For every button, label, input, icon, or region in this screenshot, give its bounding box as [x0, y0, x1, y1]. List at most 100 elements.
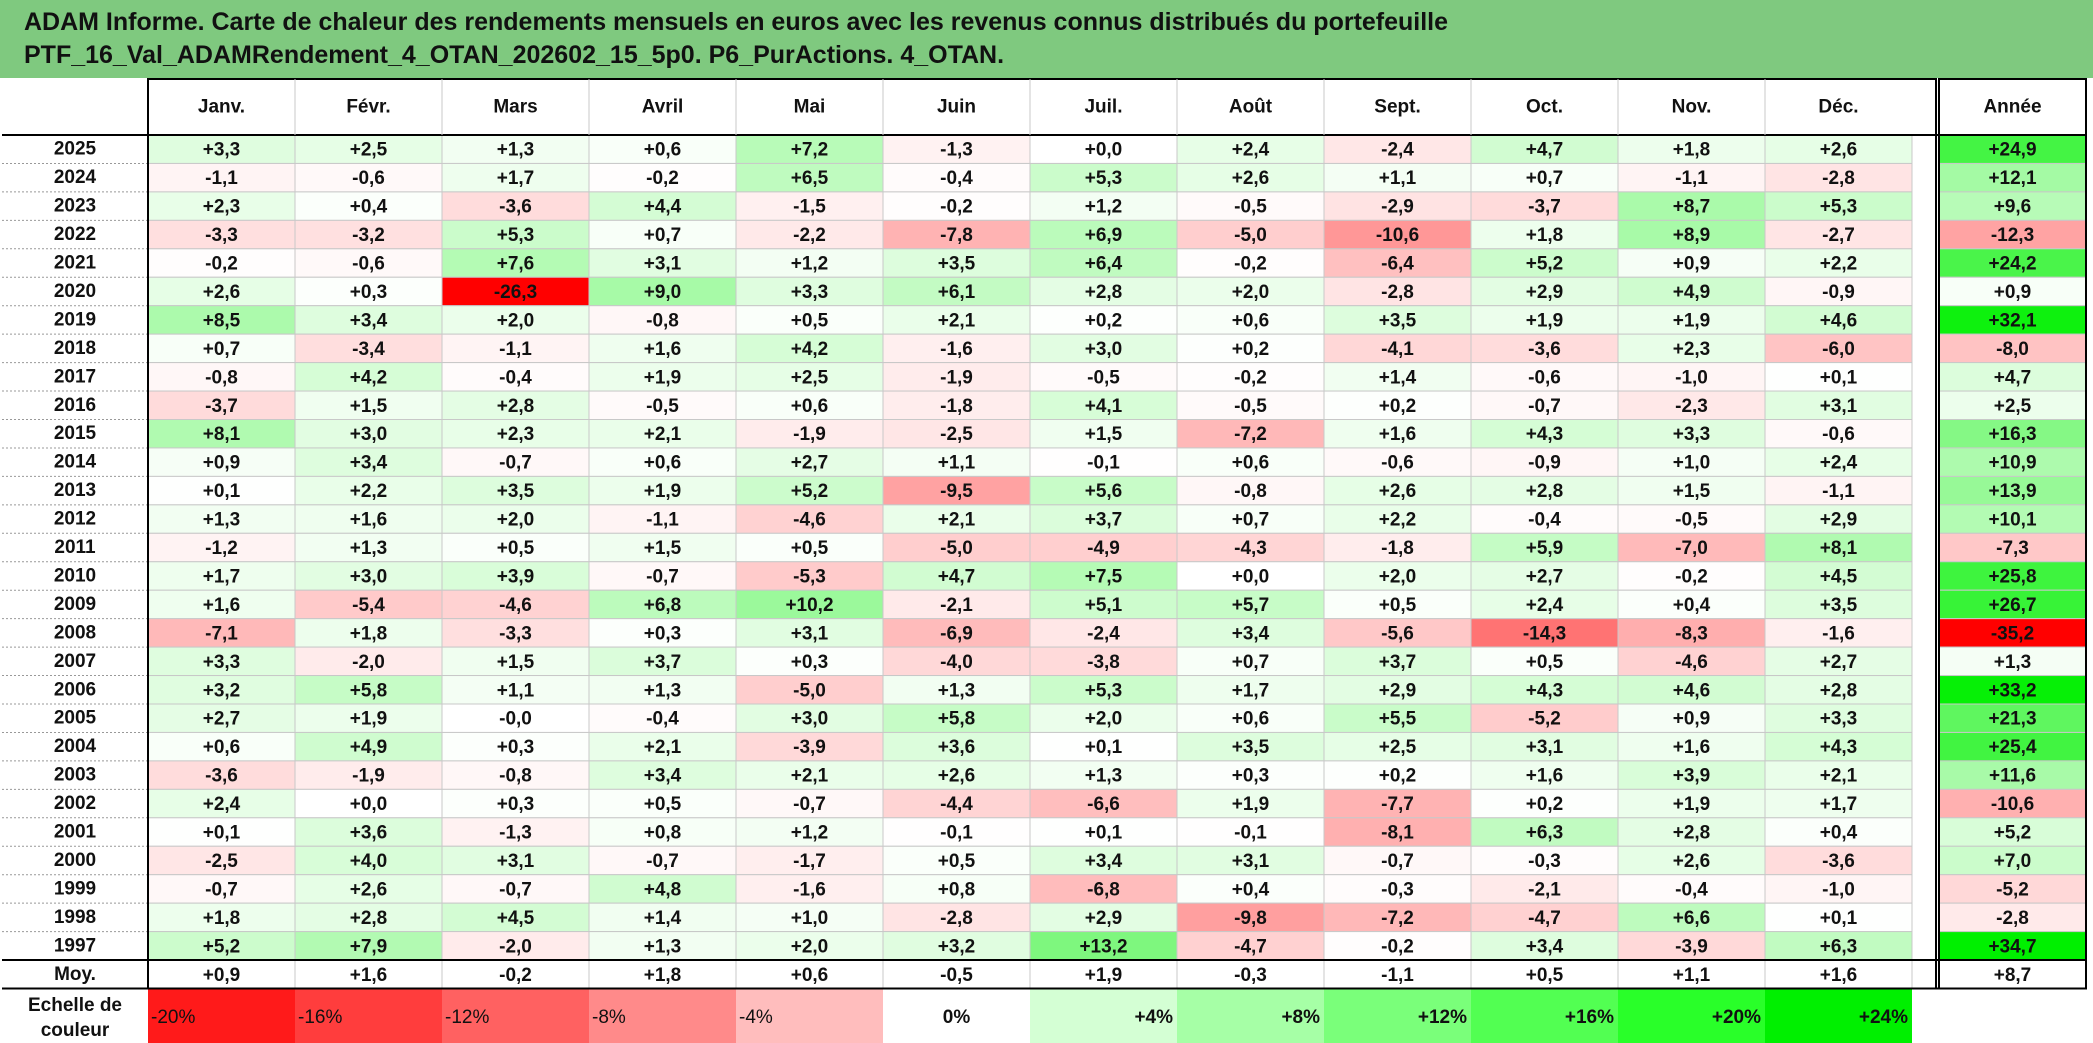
heat-cell-value: -14,3: [1523, 623, 1566, 644]
heat-cell-value: -2,7: [1822, 225, 1855, 246]
heat-cell-value: +3,0: [1085, 339, 1123, 360]
heat-cell-value: +2,1: [644, 737, 682, 758]
row-label: 2010: [54, 565, 96, 586]
heat-cell-value: +6,9: [1085, 225, 1123, 246]
heat-cell-value: -7,2: [1381, 908, 1414, 929]
year-row-2021: 2021 -0,2 -0,6 +7,6 +3,1 +1,2 +3,5 +6,4 -0,2 -6,4…: [2, 249, 2086, 277]
heat-cell-value: -4,4: [940, 794, 973, 815]
heat-cell-value: +0,7: [203, 339, 241, 360]
heat-cell-value: +1,9: [644, 481, 682, 502]
heat-cell-value: -0,7: [499, 453, 532, 474]
heat-cell-value: +1,9: [1526, 310, 1564, 331]
heat-cell-value: +1,7: [203, 566, 241, 587]
heat-cell-value: +2,3: [1673, 339, 1711, 360]
heat-cell-value: +2,3: [497, 424, 535, 445]
row-label: 1997: [54, 935, 96, 956]
heat-cell-value: -4,7: [1528, 908, 1561, 929]
color-scale-stop-label: +12%: [1418, 1007, 1467, 1028]
heat-cell-value: -1,1: [1822, 481, 1855, 502]
heat-cell-value: -2,5: [205, 851, 238, 872]
heat-cell-value: +0,5: [938, 851, 976, 872]
heat-cell-value: +3,6: [350, 823, 388, 844]
annual-cell-value: +1,3: [1994, 652, 2032, 673]
heat-cell-value: +2,5: [1379, 737, 1417, 758]
heat-cell-value: +2,4: [1526, 595, 1564, 616]
heat-cell-value: +1,4: [1379, 367, 1417, 388]
heat-cell-value: +0,0: [1232, 566, 1270, 587]
heat-cell-value: -0,7: [646, 851, 679, 872]
heat-cell-value: +3,5: [938, 254, 976, 275]
heat-cell-value: -5,6: [1381, 623, 1414, 644]
heat-cell-value: -4,7: [1234, 936, 1267, 957]
heat-cell-value: -26,3: [494, 282, 537, 303]
heat-cell-value: -0,9: [1528, 453, 1561, 474]
heat-cell-value: -0,7: [1528, 396, 1561, 417]
heat-cell-value: +3,1: [1232, 851, 1270, 872]
heat-cell-value: +3,3: [203, 140, 241, 161]
column-header-8: Août: [1229, 97, 1273, 118]
column-header-10: Oct.: [1526, 97, 1563, 118]
row-label: 2022: [54, 224, 96, 245]
annual-cell-value: +2,5: [1994, 396, 2032, 417]
heat-cell-value: +4,7: [938, 566, 976, 587]
row-label: 2018: [54, 338, 96, 359]
heat-cell-value: -3,6: [499, 197, 532, 218]
heat-cell-value: +2,7: [1526, 566, 1564, 587]
year-row-1998: 1998 +1,8 +2,8 +4,5 +1,4 +1,0 -2,8 +2,9 -9,8 -7,2…: [2, 903, 2086, 931]
heat-cell-value: +0,6: [644, 453, 682, 474]
heat-cell-value: +0,3: [644, 623, 682, 644]
heat-cell-value: -4,0: [940, 652, 973, 673]
heat-cell-value: -0,5: [1234, 197, 1267, 218]
average-row: Moy. +0,9 +1,6 -0,2 +1,8 +0,6 -0,5 +1,9 -0,3 -1,1…: [2, 960, 2086, 988]
year-row-2012: 2012 +1,3 +1,6 +2,0 -1,1 -4,6 +2,1 +3,7 +0,7 +2,2…: [2, 505, 2086, 533]
heat-cell-value: +3,9: [497, 566, 535, 587]
heat-cell-value: +3,4: [350, 453, 388, 474]
annual-cell-value: +26,7: [1988, 595, 2036, 616]
annual-cell-value: -35,2: [1991, 623, 2034, 644]
annual-cell-value: +25,8: [1988, 566, 2036, 587]
heat-cell-value: +4,1: [1085, 396, 1123, 417]
heat-cell-value: +0,7: [1232, 510, 1270, 531]
heat-cell-value: -8,3: [1675, 623, 1708, 644]
row-label: 2024: [54, 167, 97, 188]
heat-cell-value: -2,1: [940, 595, 973, 616]
heat-cell-value: +0,1: [1085, 823, 1123, 844]
heat-cell-value: +1,1: [938, 453, 976, 474]
heat-cell-value: +6,3: [1820, 936, 1858, 957]
heat-cell-value: +4,2: [350, 367, 388, 388]
heat-cell-value: +1,2: [1085, 197, 1123, 218]
row-label: 2004: [54, 736, 97, 757]
heat-cell-value: -6,6: [1087, 794, 1120, 815]
year-row-2001: 2001 +0,1 +3,6 -1,3 +0,8 +1,2 -0,1 +0,1 -0,1 -8,1…: [2, 818, 2086, 846]
heat-cell-value: +3,5: [1820, 595, 1858, 616]
column-header-5: Mai: [794, 97, 826, 118]
annual-cell-value: +5,2: [1994, 823, 2032, 844]
heat-cell-value: -0,8: [205, 367, 238, 388]
heat-cell-value: -1,1: [1381, 965, 1414, 986]
heat-cell-value: -0,7: [793, 794, 826, 815]
heat-cell-value: +3,9: [1673, 766, 1711, 787]
heat-cell-value: -0,8: [1234, 481, 1267, 502]
year-row-2009: 2009 +1,6 -5,4 -4,6 +6,8 +10,2 -2,1 +5,1 +5,7 +0,…: [2, 590, 2086, 618]
heat-cell-value: +2,6: [203, 282, 241, 303]
heat-cell-value: +0,8: [644, 823, 682, 844]
heat-cell-value: +1,8: [350, 623, 388, 644]
heat-cell-value: +8,5: [203, 310, 241, 331]
color-scale-stop-label: -4%: [739, 1007, 773, 1028]
heat-cell-value: +2,1: [938, 510, 976, 531]
heat-cell-value: +1,5: [497, 652, 535, 673]
heat-cell-value: -0,5: [646, 396, 679, 417]
heat-cell-value: +0,5: [1526, 652, 1564, 673]
heat-cell-value: +0,5: [1526, 965, 1564, 986]
heat-cell-value: -2,4: [1087, 623, 1120, 644]
heat-cell-value: -2,3: [1675, 396, 1708, 417]
heat-cell-value: -0,5: [1087, 367, 1120, 388]
heat-cell-value: -2,4: [1381, 140, 1414, 161]
heat-cell-value: -1,6: [940, 339, 973, 360]
heat-cell-value: +5,1: [1085, 595, 1123, 616]
heat-cell-value: -4,3: [1234, 538, 1267, 559]
heat-cell-value: +1,9: [644, 367, 682, 388]
row-label: 2025: [54, 139, 97, 160]
heat-cell-value: +2,8: [1085, 282, 1123, 303]
